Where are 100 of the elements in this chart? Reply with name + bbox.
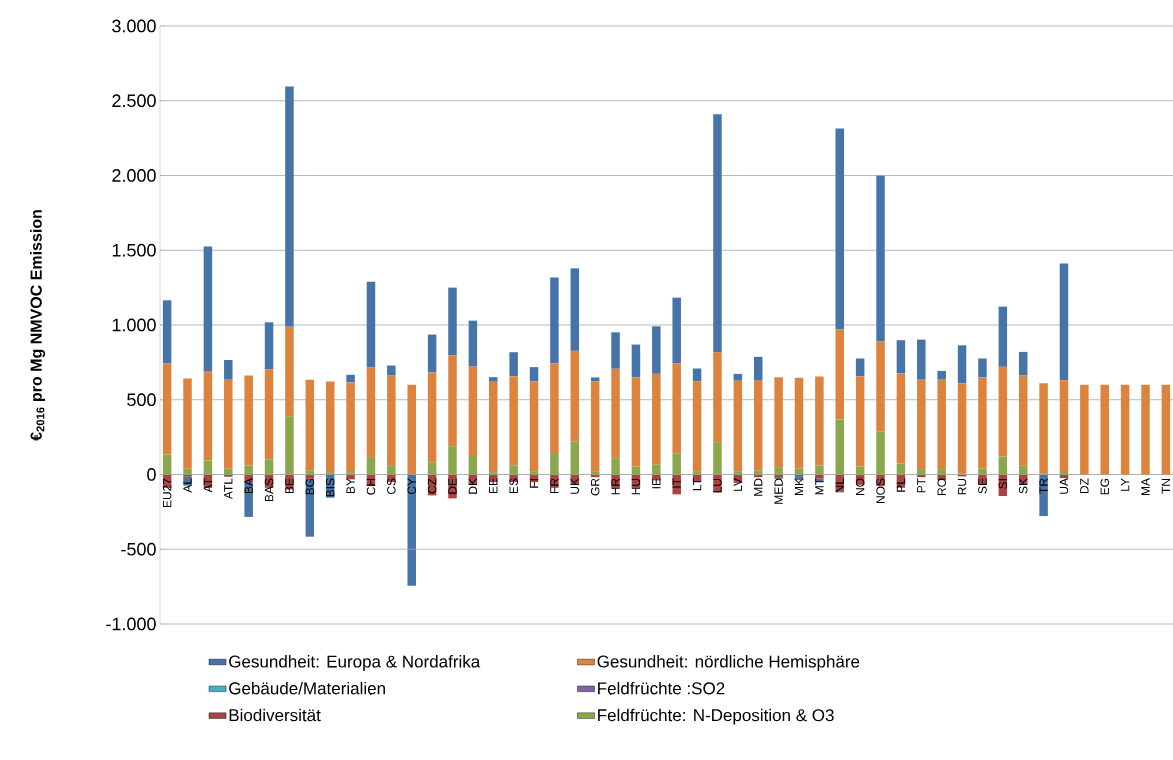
- bar: [509, 376, 518, 466]
- x-tick-label: MA: [1141, 478, 1150, 496]
- bar: [855, 376, 865, 467]
- bar: [611, 458, 620, 475]
- bar: [427, 462, 437, 475]
- x-tick-label: PT: [917, 478, 926, 493]
- bar: [835, 329, 845, 420]
- bar: [387, 465, 396, 475]
- bar: [407, 384, 416, 475]
- bar: [713, 114, 722, 353]
- x-tick-label: UK: [570, 478, 579, 494]
- bar: [774, 377, 783, 468]
- bar: [815, 474, 824, 479]
- bar: [794, 377, 804, 469]
- bar: [815, 465, 824, 475]
- bar: [998, 306, 1008, 367]
- x-tick-label: HR: [611, 478, 620, 495]
- x-tick-label: SK: [1018, 478, 1028, 494]
- bar: [753, 380, 763, 471]
- bar: [631, 344, 641, 378]
- x-tick-label: BG: [305, 478, 315, 495]
- bar: [162, 300, 172, 364]
- bar: [815, 376, 824, 466]
- bar: [468, 320, 478, 367]
- bar: [550, 363, 559, 453]
- bar: [346, 374, 355, 383]
- x-tick-label: IT: [672, 478, 681, 488]
- x-tick-label: FR: [550, 478, 559, 494]
- bar: [427, 372, 437, 463]
- x-tick-label: AT: [203, 478, 213, 493]
- legend-label: Feldfrüchte :SO2: [598, 681, 725, 695]
- bar: [550, 277, 559, 364]
- bar: [285, 416, 294, 475]
- x-tick-label: BE: [285, 478, 294, 494]
- legend-label: Feldfrüchte: N-Deposition & O3: [598, 708, 834, 725]
- bar: [305, 379, 315, 471]
- bar: [876, 431, 885, 475]
- bar: [876, 175, 885, 342]
- bar: [1018, 375, 1028, 466]
- bar: [672, 297, 681, 364]
- bar: [692, 381, 702, 472]
- x-tick-label: MT: [815, 478, 824, 495]
- bar: [1161, 384, 1171, 475]
- y-tick-label: 500: [127, 393, 156, 407]
- x-tick-label: PL: [896, 478, 906, 492]
- legend-label: Gesundheit: nördliche Hemisphäre: [597, 655, 860, 671]
- y-axis-title: €$_{2016}$ pro Mg NMVOC Emission: [30, 210, 46, 441]
- bar: [631, 377, 641, 467]
- bar: [1059, 380, 1069, 471]
- bar: [244, 465, 253, 475]
- bar: [387, 365, 396, 376]
- bar: [264, 369, 274, 460]
- bar: [264, 322, 274, 370]
- x-tick-label: CS: [387, 478, 396, 495]
- bar: [427, 334, 437, 373]
- x-tick-label: TN: [1161, 479, 1171, 494]
- y-tick-label: 1.500: [112, 243, 156, 257]
- x-tick-label: BAS: [264, 478, 274, 502]
- bar: [590, 377, 600, 382]
- x-tick-label: RU: [957, 478, 967, 495]
- bar: [1018, 351, 1028, 376]
- bar: [570, 350, 580, 442]
- bar: [713, 442, 722, 475]
- x-tick-label: LV: [733, 478, 742, 491]
- y-tick-label: -500: [121, 542, 156, 556]
- x-tick-label: BA: [244, 478, 253, 494]
- bar: [733, 373, 743, 381]
- bar: [1039, 474, 1048, 517]
- bar: [937, 370, 946, 380]
- bar: [224, 468, 233, 475]
- bar: [917, 379, 926, 470]
- bar: [183, 468, 192, 475]
- x-tick-label: DZ: [1080, 478, 1089, 494]
- y-tick-label: -1.000: [106, 617, 156, 631]
- bar: [937, 469, 946, 475]
- bar: [489, 472, 498, 475]
- y-tick-label: 2.500: [112, 94, 156, 108]
- bar: [917, 469, 926, 475]
- bar: [448, 287, 457, 356]
- bar: [957, 383, 967, 474]
- bar: [835, 419, 845, 475]
- x-tick-label: EG: [1100, 478, 1109, 495]
- bar: [509, 352, 518, 377]
- bar: [325, 381, 335, 473]
- bar: [529, 381, 539, 472]
- bar: [244, 375, 253, 466]
- bar: [896, 340, 906, 374]
- bar: [1080, 384, 1089, 475]
- x-tick-label: ATL: [224, 478, 233, 500]
- x-tick-label: ES: [509, 478, 518, 494]
- bar: [855, 358, 865, 377]
- x-tick-label: SI: [998, 479, 1008, 489]
- bar: [162, 454, 172, 475]
- x-tick-label: DE: [448, 478, 457, 494]
- bar: [652, 464, 661, 475]
- bar: [346, 472, 355, 475]
- x-tick-label: UA: [1059, 478, 1069, 494]
- y-tick-label: 3.000: [112, 19, 156, 33]
- bar: [957, 345, 967, 384]
- x-tick-label: GR: [590, 478, 600, 496]
